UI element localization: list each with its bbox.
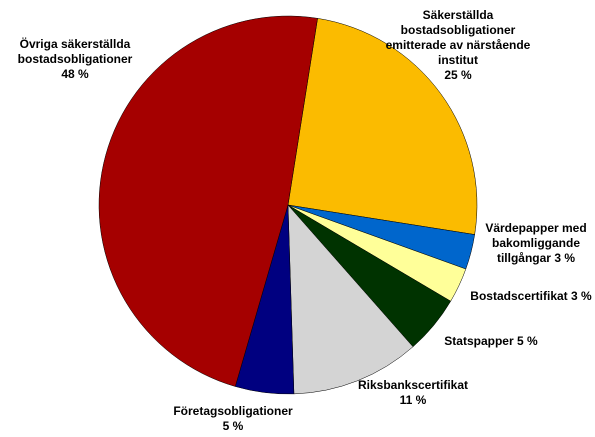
slice-value: 3 %: [571, 289, 592, 303]
slice-name: Riksbankscertifikat: [357, 378, 469, 392]
slice-label: Värdepapper med bakomliggande tillgångar…: [479, 221, 594, 266]
slice-name: Företagsobligationer: [173, 404, 293, 418]
slice-label: Företagsobligationer 5 %: [158, 404, 308, 434]
slice-name: Bostadscertifikat: [470, 289, 568, 303]
slice-name: Statspapper: [444, 334, 514, 348]
slice-value: 25 %: [444, 68, 472, 82]
slice-name: Värdepapper med bakomliggande tillgångar: [485, 221, 587, 265]
slice-label: Säkerställda bostadsobligationer emitter…: [383, 8, 533, 83]
slice-name: Övriga säkerställda bostadsobligationer: [17, 37, 133, 66]
slice-value: 5 %: [222, 419, 244, 433]
slice-value: 5 %: [517, 334, 538, 348]
slice-label: Riksbankscertifikat 11 %: [343, 378, 483, 408]
slice-label: Bostadscertifikat 3 %: [461, 289, 595, 304]
slice-name: Säkerställda bostadsobligationer emitter…: [385, 8, 531, 67]
pie-slice: [287, 204, 414, 395]
slice-label: Statspapper 5 %: [431, 334, 551, 349]
pie-slice: [98, 15, 318, 387]
pie-slice: [287, 18, 478, 235]
slice-label: Övriga säkerställda bostadsobligationer …: [0, 37, 150, 82]
slice-value: 48 %: [61, 67, 89, 81]
slice-value: 11 %: [399, 393, 427, 407]
slice-value: 3 %: [554, 251, 576, 265]
